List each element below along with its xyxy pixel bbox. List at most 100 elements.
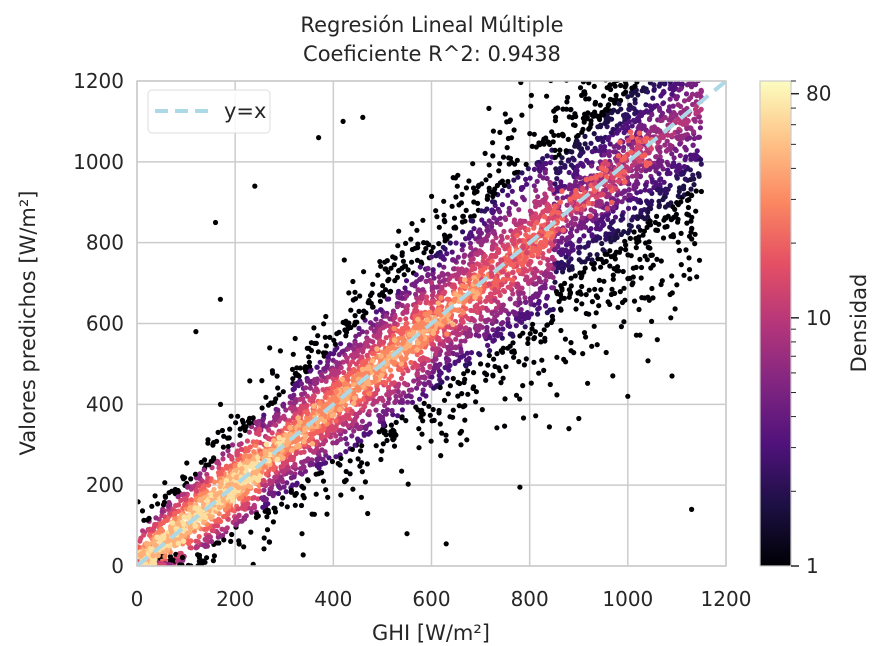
density-point — [381, 379, 387, 385]
density-point — [652, 66, 657, 71]
density-point — [382, 402, 388, 409]
density-point — [347, 458, 353, 464]
density-point — [247, 378, 253, 384]
density-point — [340, 421, 346, 427]
density-point — [585, 110, 591, 116]
density-point — [427, 363, 433, 369]
density-point — [403, 278, 410, 284]
density-point — [254, 421, 260, 427]
density-point — [670, 103, 676, 109]
density-point — [516, 207, 522, 213]
density-point — [174, 558, 181, 564]
density-point — [445, 391, 451, 397]
density-point — [314, 376, 320, 382]
density-point — [507, 117, 513, 123]
density-point — [658, 93, 664, 99]
density-point — [377, 292, 383, 298]
density-point — [611, 204, 617, 211]
density-point — [399, 326, 405, 332]
density-point — [390, 412, 396, 418]
density-point — [582, 224, 589, 230]
density-point — [299, 531, 305, 537]
density-point — [687, 46, 692, 51]
density-point — [218, 533, 224, 539]
density-point — [371, 328, 377, 334]
density-point — [244, 438, 250, 444]
density-point — [263, 394, 269, 400]
density-point — [675, 61, 680, 66]
density-point — [644, 61, 649, 66]
density-point — [322, 334, 328, 340]
density-point — [378, 263, 384, 269]
density-point — [662, 44, 667, 49]
density-point — [558, 239, 564, 245]
density-point — [415, 376, 421, 383]
density-point — [484, 324, 490, 331]
density-point — [414, 257, 420, 263]
density-point — [666, 108, 672, 114]
density-point — [488, 291, 494, 297]
density-point — [498, 380, 504, 386]
density-point — [292, 335, 298, 342]
density-point — [312, 381, 318, 387]
density-point — [632, 205, 638, 211]
density-point — [462, 417, 468, 423]
density-point — [359, 443, 365, 449]
density-point — [505, 192, 511, 198]
density-point — [584, 116, 590, 122]
density-point — [420, 287, 426, 293]
density-point — [611, 144, 617, 150]
density-point — [552, 246, 558, 252]
density-point — [659, 52, 664, 57]
density-point — [338, 455, 344, 461]
density-point — [586, 96, 592, 102]
density-point — [392, 278, 398, 284]
density-point — [341, 369, 347, 376]
density-point — [685, 31, 690, 36]
density-point — [545, 139, 551, 145]
density-point — [149, 503, 155, 509]
density-point — [349, 359, 356, 365]
density-point — [402, 285, 408, 291]
density-point — [415, 381, 422, 387]
density-point — [639, 32, 644, 37]
density-point — [302, 364, 308, 370]
density-point — [466, 233, 472, 239]
density-point — [428, 254, 434, 260]
density-point — [426, 242, 432, 248]
density-point — [517, 300, 523, 306]
density-point — [546, 248, 552, 254]
density-point — [470, 266, 476, 272]
density-point — [179, 491, 185, 498]
density-point — [519, 270, 526, 276]
density-point — [449, 203, 455, 209]
density-point — [622, 115, 628, 121]
density-point — [377, 298, 383, 304]
density-point — [605, 107, 611, 113]
density-point — [497, 221, 503, 227]
density-point — [277, 477, 283, 483]
density-point — [314, 456, 320, 462]
density-point — [690, 29, 695, 34]
density-point — [464, 437, 470, 443]
density-point — [647, 218, 653, 224]
density-point — [609, 110, 615, 116]
density-point — [684, 64, 689, 69]
density-point — [409, 246, 415, 253]
density-point — [311, 431, 317, 437]
density-point — [400, 258, 406, 264]
density-point — [259, 378, 265, 384]
density-point — [559, 285, 565, 291]
density-point — [681, 186, 687, 192]
density-point — [664, 138, 670, 144]
density-point — [246, 429, 252, 435]
density-point — [264, 527, 271, 533]
density-point — [485, 231, 491, 237]
density-point — [562, 164, 568, 170]
density-point — [688, 186, 694, 192]
density-point — [491, 253, 497, 259]
density-point — [646, 66, 651, 71]
density-point — [637, 256, 643, 262]
density-point — [218, 471, 224, 477]
density-point — [559, 155, 565, 161]
